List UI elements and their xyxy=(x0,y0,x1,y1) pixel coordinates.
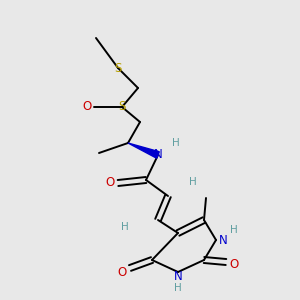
Text: N: N xyxy=(219,233,227,247)
Text: H: H xyxy=(121,222,129,232)
Text: N: N xyxy=(174,271,182,284)
Text: H: H xyxy=(189,177,197,187)
Text: S: S xyxy=(114,61,122,74)
Text: N: N xyxy=(154,148,162,161)
Text: H: H xyxy=(172,138,180,148)
Text: O: O xyxy=(82,100,91,113)
Text: O: O xyxy=(117,266,127,278)
Polygon shape xyxy=(128,143,159,158)
Text: H: H xyxy=(230,225,238,235)
Text: O: O xyxy=(230,257,238,271)
Text: O: O xyxy=(105,176,115,190)
Text: H: H xyxy=(174,283,182,293)
Text: S: S xyxy=(118,100,126,113)
